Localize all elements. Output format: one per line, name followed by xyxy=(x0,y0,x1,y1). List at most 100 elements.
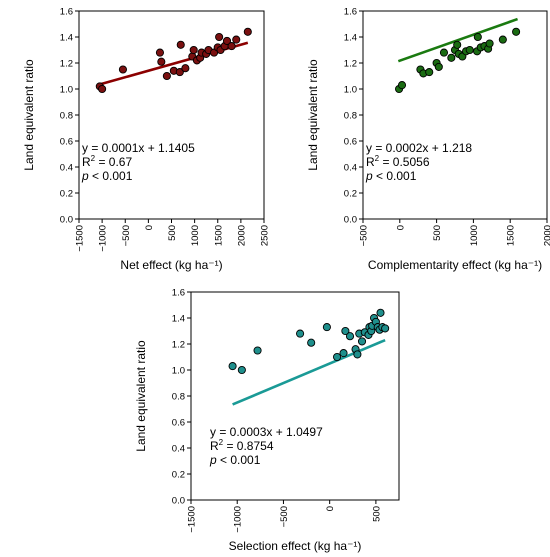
y-axis-label: Land equivalent ratio xyxy=(134,340,148,452)
r-squared-superscript: 2 xyxy=(375,154,380,163)
x-tick-label: −1000 xyxy=(233,506,244,533)
x-tick-label: 0 xyxy=(144,225,155,230)
data-point xyxy=(339,349,348,358)
y-axis-label: Land equivalent ratio xyxy=(306,59,320,171)
x-tick-label: 1000 xyxy=(469,225,480,246)
regression-line xyxy=(397,17,518,63)
data-point xyxy=(222,36,232,45)
y-tick-label: 1.0 xyxy=(60,85,73,96)
y-tick-label: 0.8 xyxy=(60,111,73,122)
regression-equation: y = 0.0002x + 1.218 xyxy=(366,141,472,155)
r-squared-symbol: R xyxy=(82,155,91,169)
data-point xyxy=(381,324,390,333)
data-point xyxy=(98,84,107,94)
x-tick-label: 1500 xyxy=(213,225,224,246)
data-point xyxy=(345,332,355,341)
x-tick-label: −500 xyxy=(359,225,370,246)
y-tick-label: 1.4 xyxy=(344,33,357,44)
data-point xyxy=(453,40,462,49)
data-point xyxy=(376,308,385,317)
x-tick-label: 500 xyxy=(371,506,382,522)
y-axis-label: Land equivalent ratio xyxy=(22,59,36,171)
p-value: p < 0.001 xyxy=(365,169,417,183)
data-point xyxy=(176,40,185,49)
p-value-text: < 0.001 xyxy=(373,169,417,183)
data-point xyxy=(155,48,164,57)
x-tick-label: 500 xyxy=(167,225,178,241)
y-tick-label: 1.6 xyxy=(172,288,185,299)
x-axis-label: Selection effect (kg ha⁻¹) xyxy=(229,539,362,553)
data-point xyxy=(175,68,184,77)
r-squared-superscript: 2 xyxy=(219,438,224,447)
y-tick-label: 1.2 xyxy=(60,59,73,70)
data-point xyxy=(322,323,331,332)
data-point xyxy=(243,27,252,36)
data-point xyxy=(189,45,198,55)
x-tick-label: −1500 xyxy=(75,225,86,252)
r-squared-value: = 0.67 xyxy=(95,155,132,169)
y-tick-label: 0.6 xyxy=(344,137,357,148)
data-point xyxy=(253,346,262,355)
y-tick-label: 0.8 xyxy=(172,392,185,403)
r-squared-symbol: R xyxy=(366,155,375,169)
y-tick-label: 0.0 xyxy=(60,215,73,226)
y-tick-label: 1.0 xyxy=(172,366,185,377)
x-tick-label: 0 xyxy=(395,225,406,230)
data-point xyxy=(181,64,190,73)
x-tick-label: −500 xyxy=(121,225,132,246)
y-tick-label: 1.2 xyxy=(172,340,185,351)
data-point xyxy=(162,71,171,81)
chart-panel-3: 0.0 0.2 0.4 0.6 0.8 1.0 1.2 1.4 1.6 −1500 −1000 −50… xyxy=(134,288,400,553)
y-tick-label: 0.0 xyxy=(172,496,185,507)
data-point xyxy=(215,32,224,42)
y-tick-label: 0.6 xyxy=(172,418,185,429)
r-squared-superscript: 2 xyxy=(91,154,96,163)
data-point xyxy=(434,62,443,71)
y-tick-label: 1.6 xyxy=(344,7,357,18)
y-tick-label: 0.2 xyxy=(60,189,73,200)
r-squared: R2 = 0.8754 xyxy=(210,438,274,453)
data-point xyxy=(307,338,316,347)
plot-frame xyxy=(190,291,400,501)
p-value-text: < 0.001 xyxy=(217,453,261,467)
data-point xyxy=(447,53,456,62)
p-symbol: p xyxy=(209,453,217,467)
x-tick-label: 0 xyxy=(325,506,336,511)
x-tick-label: 2500 xyxy=(260,225,271,246)
x-tick-label: 1500 xyxy=(506,225,517,246)
p-symbol: p xyxy=(81,169,89,183)
y-tick-label: 0.4 xyxy=(60,163,73,174)
x-tick-label: −1000 xyxy=(98,225,109,252)
p-value-text: < 0.001 xyxy=(89,169,133,183)
data-point xyxy=(232,35,241,44)
data-point xyxy=(425,68,434,77)
r-squared-symbol: R xyxy=(210,439,219,453)
y-tick-label: 1.0 xyxy=(344,85,357,96)
data-point xyxy=(353,350,362,359)
y-tick-label: 1.4 xyxy=(172,314,185,325)
y-tick-label: 0.2 xyxy=(172,470,185,481)
data-point xyxy=(465,45,474,55)
data-point xyxy=(296,329,305,338)
data-point xyxy=(157,57,166,66)
p-symbol: p xyxy=(365,169,373,183)
p-value: p < 0.001 xyxy=(209,453,261,467)
r-squared-value: = 0.8754 xyxy=(223,439,274,453)
x-tick-label: 2000 xyxy=(236,225,247,246)
chart-panel-2: 0.0 0.2 0.4 0.6 0.8 1.0 1.2 1.4 1.6 −500 0 500 1000 1… xyxy=(306,7,550,273)
chart-panel-1: 0.0 0.2 0.4 0.6 0.8 1.0 1.2 1.4 1.6 −1500 −1000 −50… xyxy=(22,7,271,273)
y-tick-label: 0.6 xyxy=(60,137,73,148)
y-tick-label: 0.8 xyxy=(344,111,357,122)
y-tick-label: 0.4 xyxy=(172,444,185,455)
x-axis-label: Complementarity effect (kg ha⁻¹) xyxy=(368,258,542,272)
data-point xyxy=(341,326,350,336)
r-squared-value: = 0.5056 xyxy=(379,155,430,169)
data-point xyxy=(512,27,521,36)
y-tick-label: 1.6 xyxy=(60,7,73,18)
x-tick-label: 1000 xyxy=(190,225,201,246)
data-point xyxy=(227,42,236,51)
data-point xyxy=(498,35,507,44)
x-axis-label: Net effect (kg ha⁻¹) xyxy=(120,258,222,272)
data-point xyxy=(333,352,342,362)
